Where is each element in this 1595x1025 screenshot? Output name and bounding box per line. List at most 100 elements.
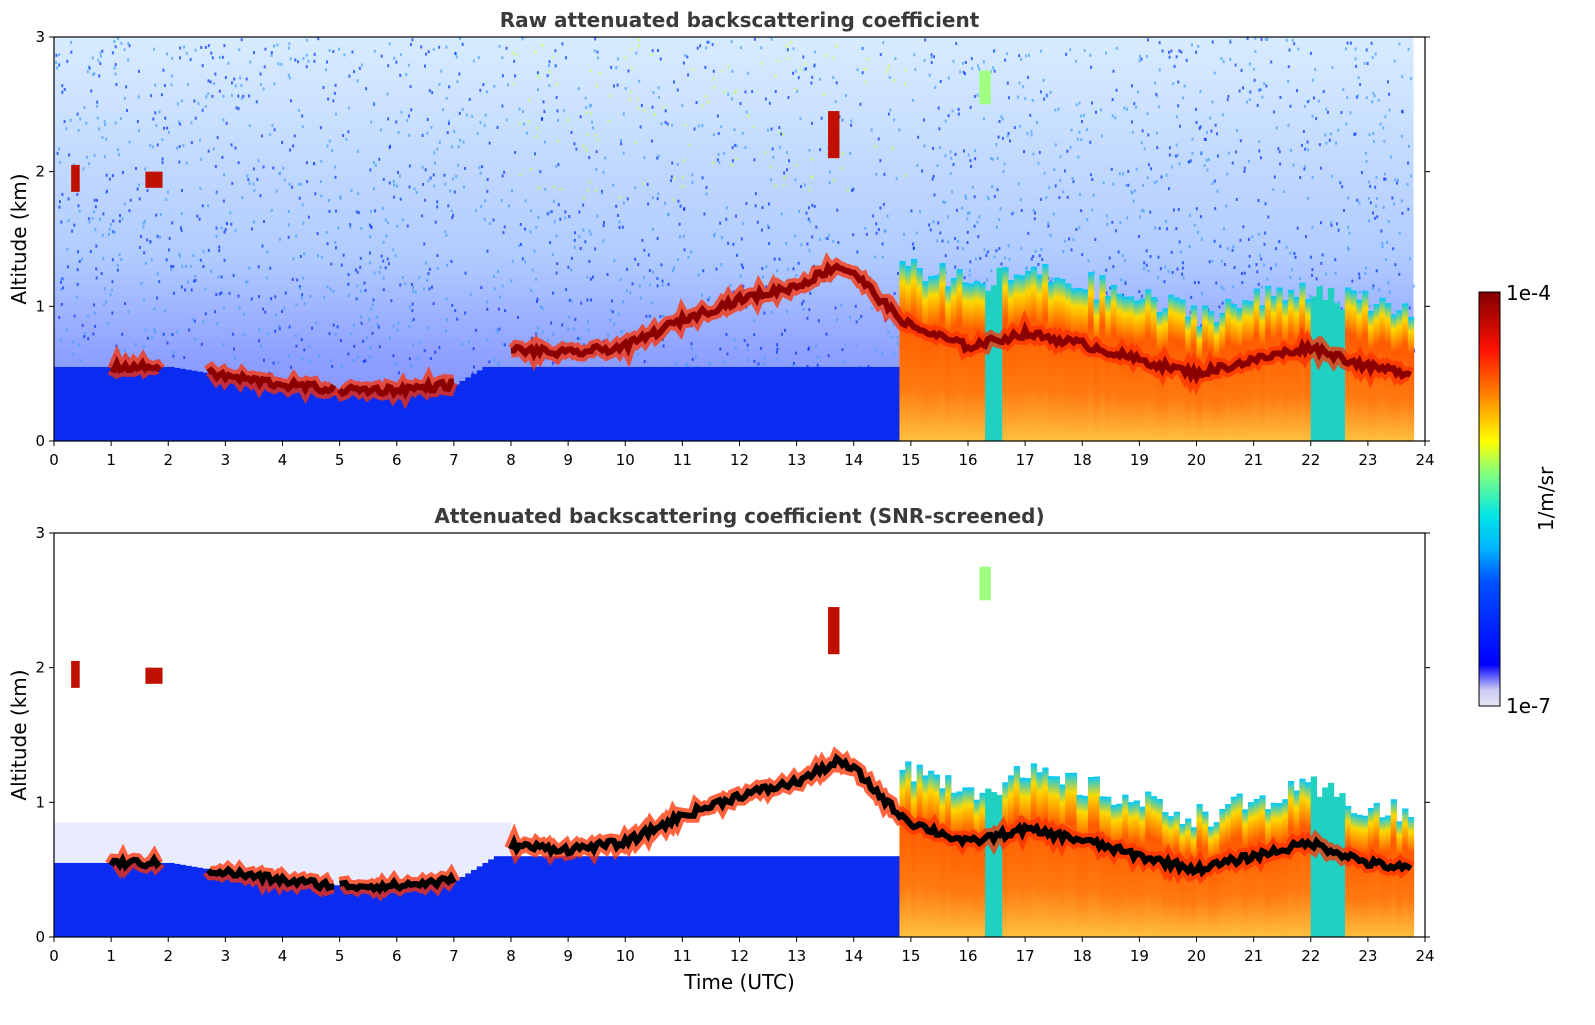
noise-speckle [705,192,708,196]
noise-speckle [1394,178,1397,182]
noise-speckle [622,300,625,304]
noise-speckle [1303,167,1306,171]
boundary-layer-column [168,862,175,937]
noise-speckle [746,348,749,352]
x-tick-label: 1 [106,451,116,469]
noise-speckle [1382,126,1385,130]
aerosol-column [1070,288,1078,441]
noise-speckle [951,190,954,194]
boundary-layer-column [448,880,455,937]
noise-speckle [555,165,558,169]
noise-speckle [893,118,896,122]
noise-speckle [477,56,480,60]
noise-speckle [944,119,947,123]
noise-speckle [745,201,748,205]
noise-speckle [872,214,875,218]
noise-speckle [1100,108,1103,112]
noise-speckle [283,306,286,310]
noise-speckle [499,295,502,299]
noise-speckle [182,144,185,148]
noise-speckle [725,217,728,221]
noise-speckle [778,126,781,130]
noise-speckle [802,308,805,312]
noise-speckle [659,57,662,61]
noise-speckle [1320,261,1323,265]
noise-speckle [1398,272,1401,276]
noise-speckle [464,166,467,170]
noise-speckle [443,173,446,177]
noise-speckle [224,228,227,232]
noise-speckle [840,166,843,170]
noise-speckle [1078,130,1081,134]
boundary-layer-column [362,885,369,937]
noise-speckle [701,104,704,108]
noise-speckle [1248,264,1251,268]
noise-speckle [1112,265,1115,269]
noise-speckle [149,143,152,147]
noise-speckle [288,325,291,329]
boundary-layer-column [636,856,643,937]
boundary-layer-column [825,366,832,441]
noise-speckle [623,56,626,60]
boundary-layer-column [271,382,278,441]
noise-speckle [794,69,797,73]
noise-speckle [170,264,173,268]
boundary-layer-column [848,856,855,937]
noise-speckle [303,302,306,306]
noise-speckle [395,184,398,188]
noise-speckle [784,328,787,332]
noise-speckle [480,286,483,290]
noise-speckle [731,163,734,167]
boundary-layer-column [419,883,426,937]
noise-speckle [745,110,748,114]
aerosol-column [1219,808,1226,937]
noise-speckle [595,84,598,88]
noise-speckle [991,66,994,70]
noise-speckle [207,204,210,208]
noise-speckle [651,105,654,109]
noise-speckle [682,159,685,163]
noise-speckle [123,48,126,52]
aerosol-column [1345,805,1352,937]
noise-speckle [497,270,500,274]
aerosol-layer-top [109,355,162,374]
noise-speckle [127,58,130,62]
noise-speckle [1091,177,1094,181]
boundary-layer-column [351,389,358,441]
noise-speckle [328,198,331,202]
noise-speckle [214,164,217,168]
noise-speckle [326,144,329,148]
noise-speckle [1079,192,1082,196]
noise-speckle [1029,113,1032,117]
boundary-layer-column [93,366,101,441]
noise-speckle [735,253,738,257]
noise-speckle [1221,301,1224,305]
noise-speckle [637,352,640,356]
noise-speckle [58,53,61,57]
noise-speckle [158,280,161,284]
noise-speckle [660,122,663,126]
noise-speckle [1329,132,1332,136]
aerosol-column [1139,806,1146,937]
boundary-layer-column [248,875,255,937]
noise-speckle [777,59,780,63]
noise-speckle [681,175,684,179]
noise-speckle [222,118,225,122]
noise-speckle [615,66,618,70]
noise-speckle [808,308,811,312]
noise-speckle [433,151,436,155]
noise-speckle [262,307,265,311]
noise-speckle [1347,225,1350,229]
noise-speckle [1200,324,1203,328]
noise-speckle [1081,253,1084,257]
boundary-layer-column [750,366,758,441]
noise-speckle [178,145,181,149]
boundary-layer-column [202,868,209,937]
noise-speckle [706,40,709,44]
aerosol-column [1093,299,1100,441]
noise-speckle [910,209,913,213]
noise-speckle [723,90,726,94]
noise-speckle [1304,165,1307,169]
noise-speckle [656,156,659,160]
boundary-layer-column [305,882,312,937]
